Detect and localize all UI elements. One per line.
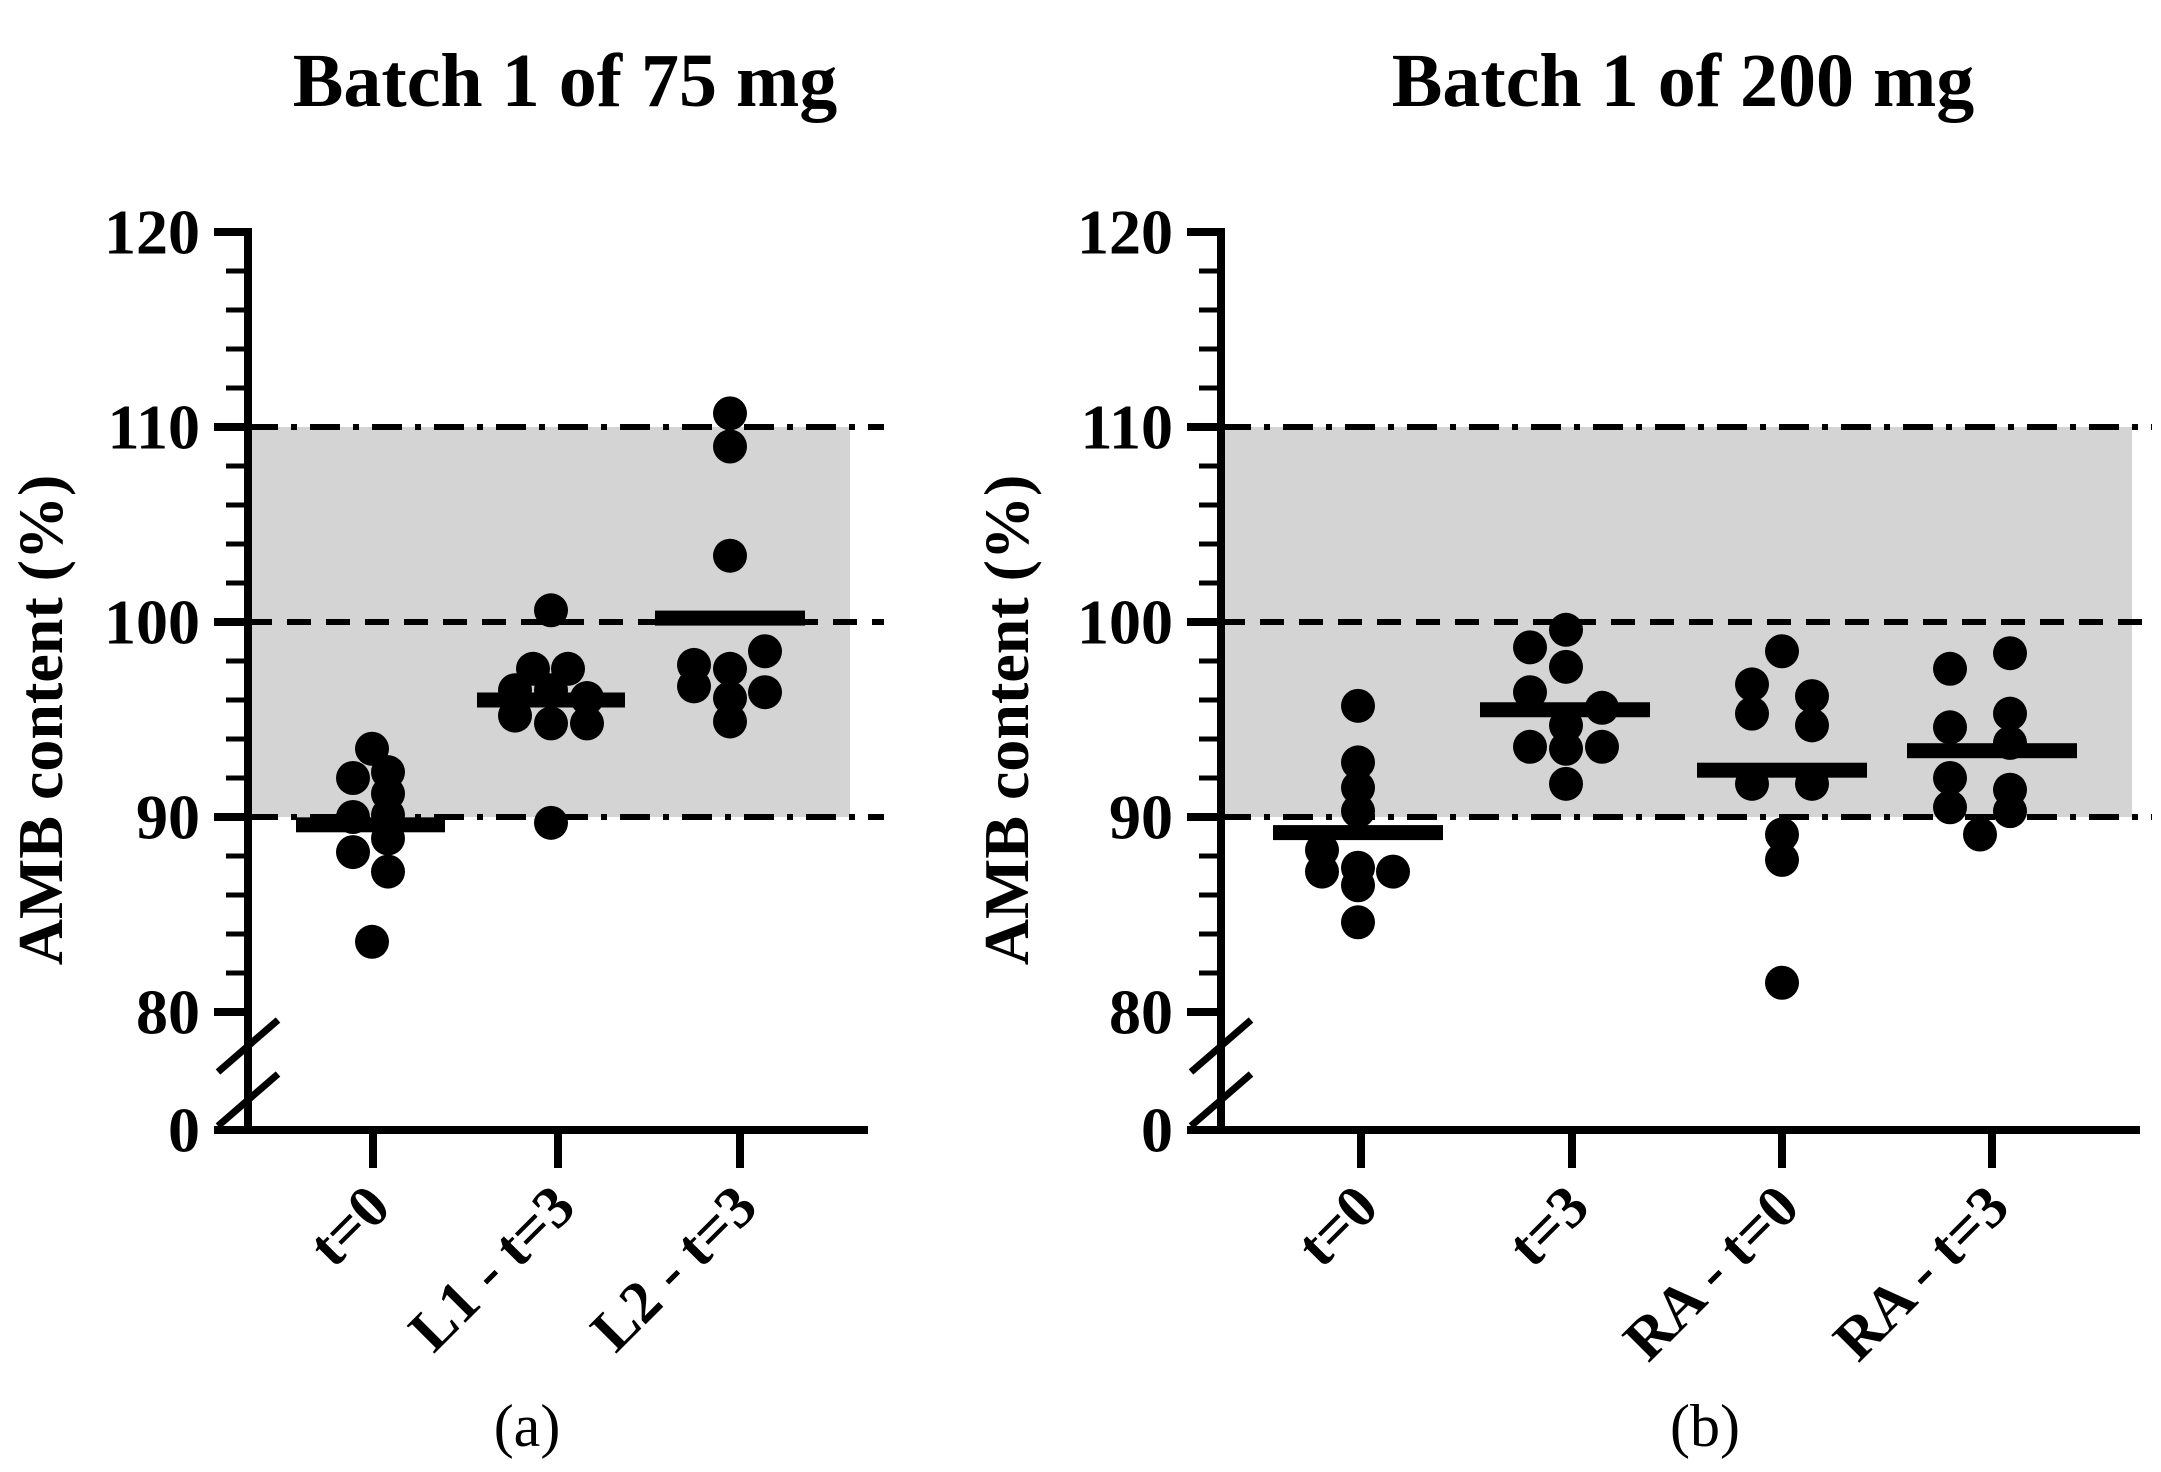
data-point [1933,710,1967,745]
data-point [1585,690,1619,725]
data-point [1765,965,1799,1000]
data-point [1735,766,1769,801]
data-point [1341,794,1375,829]
data-point [371,798,405,833]
data-point [1513,675,1547,710]
data-point [1933,790,1967,825]
data-point [534,593,568,628]
data-point [534,673,568,708]
data-point [1341,770,1375,805]
data-point [1795,679,1829,714]
data-point [713,681,747,716]
y-tick-label: 110 [1081,392,1173,463]
x-category-label: L1 - t=3 [396,1173,587,1364]
data-point [713,651,747,686]
axis-break-slash [1188,1071,1254,1129]
data-point [1549,731,1583,766]
axis-break-slash [215,1071,281,1129]
data-point [355,924,389,959]
y-tick-label: 90 [1109,782,1173,853]
data-point [1341,905,1375,940]
data-point [1341,868,1375,903]
data-point [1963,817,1997,852]
data-point [534,706,568,741]
data-point [713,704,747,739]
y-tick-label: 110 [108,392,200,463]
median-bar [296,817,445,833]
y-tick-label: 0 [168,1095,200,1166]
data-point [1549,612,1583,647]
panel-title: Batch 1 of 200 mg [1392,39,1975,123]
data-point [1376,854,1410,889]
data-point [1513,729,1547,764]
data-point [713,429,747,464]
data-point [1549,649,1583,684]
y-tick-label: 100 [104,587,200,658]
median-bar [1907,743,2077,759]
data-point [713,538,747,573]
median-bar [1697,762,1867,778]
data-point [713,396,747,431]
data-point [1765,817,1799,852]
x-category-label: RA - t=3 [1821,1173,2021,1373]
data-point [1305,854,1339,889]
data-point [1933,651,1967,686]
data-point [570,681,604,716]
data-point [371,854,405,889]
data-point [498,673,532,708]
median-bar [655,610,805,626]
data-point [336,761,370,795]
y-tick-label: 100 [1077,587,1173,658]
data-point [336,835,370,870]
data-point [1765,634,1799,669]
data-point [1993,636,2027,671]
y-tick-label: 120 [104,197,200,268]
data-point [498,698,532,733]
x-category-label: RA - t=0 [1611,1173,1811,1373]
data-point [1549,708,1583,743]
panel-caption: (a) [494,1393,561,1459]
data-point [677,669,711,704]
data-point [1341,745,1375,780]
data-point [1549,766,1583,801]
x-category-label: t=0 [296,1173,402,1279]
y-tick-label: 90 [136,782,200,853]
y-tick-label: 120 [1077,197,1173,268]
data-point [1735,667,1769,702]
data-point [534,805,568,840]
x-category-label: L2 - t=3 [578,1173,769,1364]
data-point [1585,729,1619,764]
data-point [748,634,782,669]
data-point [1735,696,1769,731]
panel-caption: (b) [1670,1393,1740,1459]
panel-title: Batch 1 of 75 mg [293,39,838,123]
data-point [371,821,405,856]
axis-break-slash [215,1017,281,1075]
data-point [1993,794,2027,829]
data-point [1513,630,1547,665]
data-point [1993,725,2027,760]
data-point [1341,688,1375,723]
data-point [1765,842,1799,877]
x-category-label: t=0 [1284,1173,1390,1279]
x-category-label: t=3 [1495,1173,1601,1279]
y-axis-label: AMB content (%) [971,475,1042,966]
y-tick-label: 0 [1141,1095,1173,1166]
y-tick-label: 80 [1109,977,1173,1048]
data-point [1993,696,2027,731]
y-axis-label: AMB content (%) [5,475,76,966]
data-point [570,706,604,741]
y-tick-label: 80 [136,977,200,1048]
data-point [1795,708,1829,743]
data-point [748,675,782,710]
axis-break-slash [1188,1017,1254,1075]
data-point [336,800,370,834]
data-point [1933,761,1967,795]
data-point [1795,766,1829,801]
